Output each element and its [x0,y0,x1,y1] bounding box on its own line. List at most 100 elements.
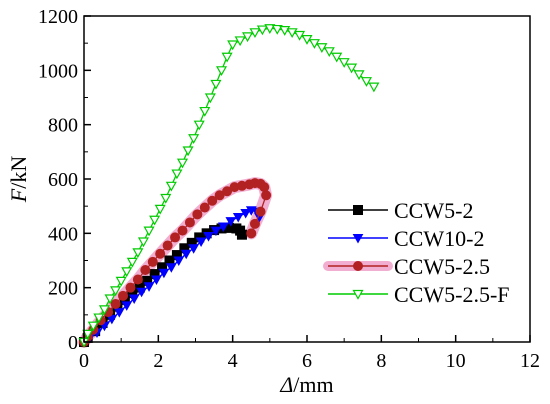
data-point-ccw5-2-5-f [154,204,166,215]
data-point-ccw5-2-5-f [188,134,200,144]
data-point-ccw5-2-5-f [338,58,350,68]
data-point-ccw5-2-5 [110,298,121,309]
data-point-ccw5-2-5-f [149,215,161,226]
data-point-ccw5-2-5 [199,202,210,213]
legend-marker-ccw10-2 [352,234,364,244]
data-point-ccw5-2-5-f [193,120,205,131]
data-point-ccw5-2-5 [170,232,181,243]
y-tick-label: 200 [48,278,78,300]
data-point-ccw5-2-5-f [346,63,358,74]
data-point-ccw5-2-5-f [165,181,177,192]
data-point-ccw5-2-5-f [115,276,127,287]
data-point-ccw5-2-5-f [271,24,283,35]
data-point-ccw10-2 [232,213,244,223]
y-axis-label-var: F [6,188,31,203]
data-point-ccw5-2-5-f [143,226,155,237]
data-point-ccw10-2 [136,287,147,298]
data-point-ccw5-2-5-f [256,25,268,36]
data-point-ccw5-2-5-f [137,237,149,248]
data-point-ccw5-2-5-f [132,248,144,259]
x-axis-label: Δ/mm [279,372,333,397]
data-point-ccw5-2-5-f [182,146,194,157]
y-tick-label: 0 [68,332,78,354]
legend-label-ccw5-2-5-f: CCW5-2.5-F [394,282,510,307]
legend-item-ccw10-2: CCW10-2 [328,226,484,251]
data-point-ccw5-2-5 [147,256,158,267]
data-point-ccw5-2-5-f [126,257,138,268]
data-point-ccw5-2-5 [162,240,173,251]
data-point-ccw5-2-5 [207,195,218,206]
data-point-ccw5-2-5-f [199,106,211,117]
data-point-ccw10-2 [203,232,214,242]
y-tick-label: 400 [48,223,78,245]
data-point-ccw10-2 [188,244,199,254]
data-point-ccw10-2 [121,301,133,311]
data-point-ccw10-2 [165,263,177,273]
x-tick-label: 2 [153,350,163,372]
legend-marker-ccw5-2-5 [353,261,363,271]
data-point-ccw5-2-5-f [204,93,216,104]
y-tick-label: 1200 [38,6,78,28]
data-point-ccw5-2-5 [261,190,272,201]
data-point-ccw5-2-5-f [227,40,239,51]
data-point-ccw5-2-5 [140,265,151,276]
x-tick-label: 4 [228,350,238,372]
y-tick-label: 600 [48,169,78,191]
x-tick-label: 8 [376,350,386,372]
data-point-ccw5-2-5 [125,282,136,293]
data-point-ccw5-2-5-f [360,77,372,87]
data-point-ccw5-2-5-f [353,70,365,81]
legend-item-ccw5-2-5-f: CCW5-2.5-F [328,282,510,307]
data-point-ccw5-2-5-f [176,158,189,169]
data-point-ccw5-2-5-f [160,193,172,204]
x-axis-label-unit: /mm [293,372,333,397]
legend-label-ccw5-2: CCW5-2 [394,198,473,223]
data-point-ccw5-2-5-f [264,24,276,34]
data-point-ccw10-2 [195,237,207,248]
data-point-ccw5-2-5-f [87,321,99,332]
x-tick-label: 12 [520,350,540,372]
data-point-ccw5-2-5-f [171,169,183,180]
data-point-ccw5-2-5-f [249,28,261,39]
data-point-ccw10-2 [218,222,229,233]
data-point-ccw5-2-5-f [221,52,233,63]
x-tick-label: 0 [79,350,89,372]
data-point-ccw5-2-5 [184,217,195,228]
legend-label-ccw10-2: CCW10-2 [394,226,484,251]
y-tick-label: 1000 [38,60,78,82]
data-point-ccw5-2-5 [255,206,266,217]
data-point-ccw5-2-5-f [121,267,133,278]
legend-label-ccw5-2-5: CCW5-2.5 [394,254,490,279]
data-point-ccw5-2-5-f [323,47,335,58]
data-point-ccw5-2-5-f [368,82,380,93]
data-point-ccw10-2 [173,256,185,267]
series-layer [78,24,380,348]
data-point-ccw10-2 [143,282,155,292]
data-point-ccw10-2 [180,249,192,260]
legend-marker-ccw5-2-5-f [352,289,364,300]
data-point-ccw5-2-5 [222,186,233,197]
data-point-ccw5-2 [236,229,247,240]
legend-marker-ccw5-2 [353,205,363,215]
data-point-ccw5-2-5-f [104,294,116,305]
data-point-ccw10-2 [158,268,170,279]
data-point-ccw5-2-5-f [286,28,298,39]
data-point-ccw5-2-5-f [82,329,94,340]
data-point-ccw10-2 [151,275,162,286]
y-tick-label: 800 [48,115,78,137]
data-point-ccw5-2-5-f [234,36,246,47]
x-tick-label: 6 [302,350,312,372]
x-axis-label-var: Δ [279,372,293,397]
data-point-ccw5-2-5 [249,218,260,229]
series-ccw5-2-5-f [78,24,380,348]
data-point-ccw5-2-5-f [98,305,110,316]
data-point-ccw5-2-5-f [331,52,343,63]
data-point-ccw10-2 [240,208,252,219]
data-point-ccw5-2-5-f [110,286,122,297]
x-tick-label: 10 [446,350,466,372]
data-point-ccw5-2-5-f [215,66,228,77]
data-point-ccw5-2-5 [177,225,188,236]
y-axis-label-unit: /kN [6,156,31,189]
